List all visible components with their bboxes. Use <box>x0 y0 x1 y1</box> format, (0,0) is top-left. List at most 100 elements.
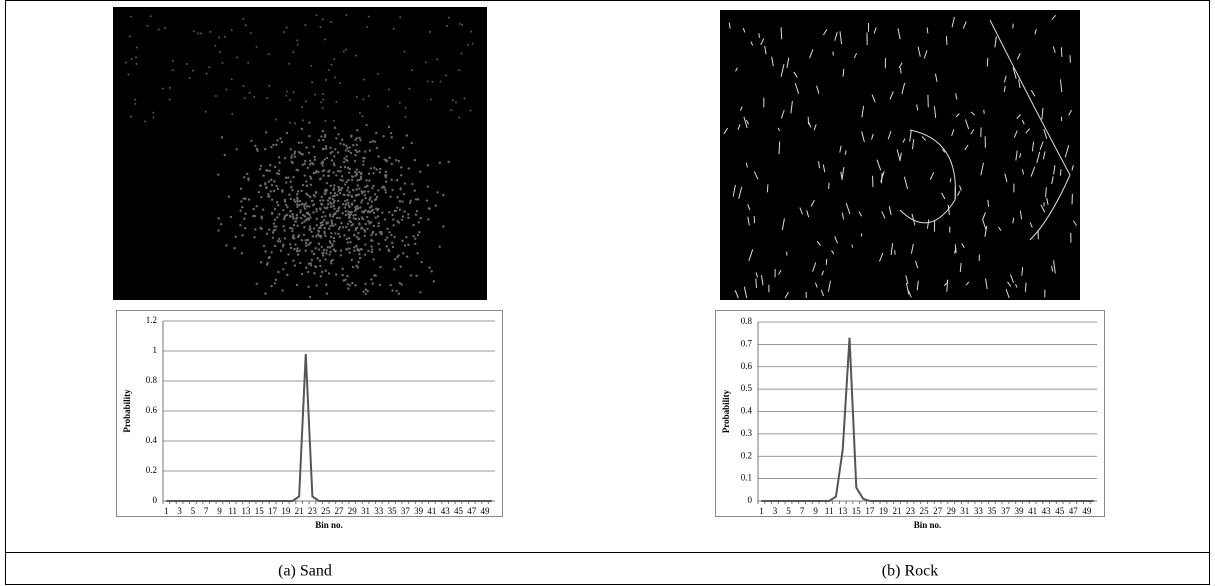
sand-speck <box>355 54 358 57</box>
sand-speck <box>229 215 233 219</box>
x-tick-label: 23 <box>906 506 916 516</box>
sand-speck <box>287 176 290 179</box>
sand-speck <box>317 139 321 142</box>
sand-speck <box>345 248 348 251</box>
x-tick-label: 1 <box>759 506 764 516</box>
sand-speck <box>305 192 308 195</box>
rock-edge <box>732 184 736 197</box>
sand-speck <box>305 180 308 183</box>
sand-speck <box>416 233 420 237</box>
sand-speck <box>303 207 307 210</box>
sand-speck <box>400 283 403 286</box>
rock-edge <box>1016 53 1021 60</box>
sand-speck <box>377 72 380 75</box>
rock-edge <box>818 161 821 169</box>
sand-speck <box>397 160 401 163</box>
x-tick-label: 15 <box>255 506 265 516</box>
x-tick-label: 39 <box>1015 506 1025 516</box>
rock-edge <box>820 289 825 297</box>
rock-edge <box>879 252 884 262</box>
rock-edge <box>873 27 877 34</box>
sand-speck <box>296 224 299 227</box>
rock-edge <box>764 45 767 55</box>
sand-speck <box>292 217 295 220</box>
sand-speck <box>304 241 308 245</box>
sand-speck <box>293 152 296 155</box>
sand-speck <box>362 156 365 160</box>
rock-edge <box>808 122 812 128</box>
sand-speck <box>266 97 269 100</box>
sand-speck <box>247 198 251 201</box>
rock-edge <box>780 27 783 40</box>
sand-speck <box>260 196 263 199</box>
sand-speck <box>357 249 361 252</box>
rock-edge <box>934 73 938 83</box>
rock-edge <box>951 16 955 28</box>
rock-edge <box>985 278 988 290</box>
sand-speck <box>128 35 131 38</box>
x-tick-label: 7 <box>800 506 805 516</box>
sand-speck <box>333 126 337 129</box>
rock-edge <box>981 212 986 221</box>
sand-speck <box>392 268 396 271</box>
sand-speck <box>286 273 289 277</box>
x-tick-label: 37 <box>1001 506 1011 516</box>
rock-edge <box>1015 284 1018 288</box>
sand-speck <box>391 241 394 245</box>
sand-speck <box>397 292 401 295</box>
sand-speck <box>369 140 372 144</box>
sand-speck <box>336 169 340 173</box>
sand-speck <box>346 275 349 278</box>
sand-speck <box>392 224 395 227</box>
sand-speck <box>345 158 348 162</box>
sand-speck <box>312 145 315 148</box>
sand-speck <box>402 192 406 196</box>
sand-speck <box>396 255 399 259</box>
sand-speck <box>343 157 346 160</box>
sand-speck <box>249 32 252 35</box>
rock-edge <box>880 171 885 183</box>
rock-edge <box>748 249 754 262</box>
sand-speck <box>315 224 318 227</box>
sand-speck <box>247 177 250 180</box>
sand-speck <box>299 261 302 265</box>
sand-speck <box>322 169 326 172</box>
x-tick-label: 7 <box>204 506 209 516</box>
sand-speck <box>323 226 326 230</box>
sand-speck <box>308 159 312 162</box>
sand-speck <box>319 199 322 202</box>
sand-speck <box>366 202 370 205</box>
rock-edge <box>816 240 821 246</box>
sand-speck <box>415 210 419 213</box>
sand-speck <box>309 216 312 219</box>
rock-edge <box>853 52 858 59</box>
rock-edge <box>911 138 915 150</box>
sand-speck <box>319 221 323 225</box>
sand-speck <box>262 174 265 177</box>
sand-speck <box>231 112 234 115</box>
sand-speck <box>408 201 412 205</box>
rock-edge <box>1068 109 1072 116</box>
sand-speck <box>277 204 280 207</box>
sand-speck <box>387 125 391 129</box>
rock-edge <box>745 162 748 168</box>
sand-speck <box>303 174 306 177</box>
rock-edge <box>1051 176 1054 185</box>
sand-speck <box>381 211 384 214</box>
sand-speck <box>321 220 324 224</box>
sand-speck <box>282 243 285 246</box>
sand-speck <box>292 51 295 54</box>
sand-speck <box>291 235 295 238</box>
sand-speck <box>348 167 351 171</box>
sand-speck <box>325 221 329 224</box>
sand-speck <box>469 109 472 112</box>
x-tick-label: 29 <box>348 506 358 516</box>
rock-edge <box>753 171 759 180</box>
rock-edge <box>1059 79 1063 93</box>
sand-speck <box>312 227 316 230</box>
sand-speck <box>349 211 352 214</box>
sand-speck <box>332 119 335 122</box>
sand-speck <box>364 282 367 286</box>
sand-speck <box>425 61 428 64</box>
sand-speck <box>360 248 363 251</box>
